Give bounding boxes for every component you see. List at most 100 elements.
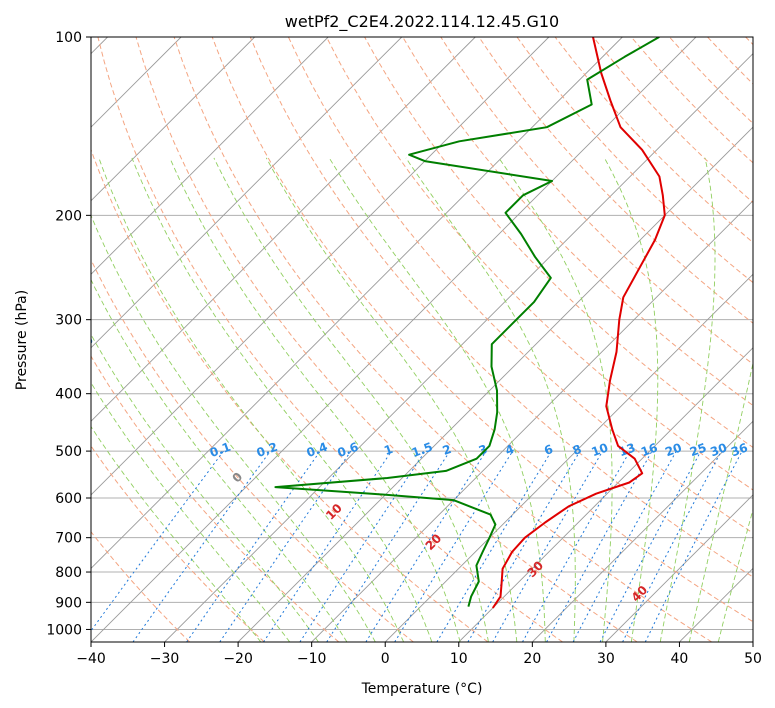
mixing-ratio-line: [132, 450, 271, 642]
isotherm-line: [91, 37, 403, 349]
mixing-ratio-label: 36: [729, 440, 749, 459]
mixing-ratio-line: [644, 450, 743, 642]
y-tick-label: 100: [55, 30, 82, 46]
moist-adiabat-line: [688, 361, 753, 642]
isotherm-line: [384, 273, 753, 642]
moist-adiabat-line: [98, 157, 405, 642]
y-tick-label: 500: [55, 444, 82, 460]
mixing-ratio-line: [299, 450, 426, 642]
isotherm-line: [752, 641, 753, 642]
y-tick-label: 900: [55, 595, 82, 611]
mixing-ratio-line: [91, 450, 224, 632]
mixing-ratio-line: [492, 450, 604, 642]
moist-adiabat-line: [213, 157, 489, 642]
mixing-ratio-line: [522, 450, 631, 642]
moist-adiabat-line: [169, 157, 461, 642]
temperature-profile-line: [491, 37, 666, 609]
moist-adiabat-line: [659, 157, 716, 642]
mixing-ratio-line: [546, 450, 653, 642]
dry-adiabat-line: [91, 258, 414, 642]
mixing-ratio-label: 1.5: [410, 440, 435, 460]
dewpoint-profile-line: [274, 37, 660, 607]
moist-adiabat-line: [265, 157, 518, 642]
plot-area: 0.10.20.40.611.52346810131620253036-100-…: [91, 37, 753, 642]
x-tick-label: 0: [381, 651, 390, 667]
dry-adiabat-label: 30: [524, 558, 546, 580]
dry-adiabat-line: [554, 37, 753, 244]
dry-adiabat-line: [326, 37, 753, 491]
mixing-ratio-line: [622, 450, 722, 642]
isotherm-line: [91, 37, 256, 202]
moist-adiabat-line: [91, 278, 348, 642]
mixing-ratio-label: 0.1: [208, 440, 233, 460]
y-tick-label: 700: [55, 531, 82, 547]
mixing-ratio-line: [394, 450, 514, 642]
isotherm-line: [531, 420, 753, 642]
dry-adiabat-line: [91, 531, 191, 642]
moist-adiabat-line: [498, 157, 613, 642]
mixing-ratio-label: 8: [571, 442, 584, 458]
isotherm-line: [605, 494, 753, 642]
moist-adiabat-line: [131, 157, 433, 642]
plot-frame: [90, 36, 754, 643]
x-axis-ticks: −40 −30 −20 −10 0 10 20 30 40 50: [76, 642, 762, 667]
mixing-ratio-line: [467, 450, 581, 642]
dry-adiabat-line: [669, 37, 753, 125]
y-tick-label: 600: [55, 491, 82, 507]
x-axis-label: Temperature (°C): [361, 681, 483, 697]
dry-adiabat-line: [91, 445, 265, 642]
moist-adiabat-line: [91, 333, 319, 642]
y-tick-label: 1000: [46, 622, 82, 638]
chart-title: wetPf2_C2E4.2022.114.12.45.G10: [285, 12, 559, 32]
moist-adiabat-line: [91, 425, 262, 642]
isotherm-line: [164, 52, 753, 642]
isotherm-line: [91, 37, 476, 422]
x-tick-label: −10: [297, 651, 327, 667]
dry-adiabat-line: [249, 37, 753, 578]
mixing-ratio-line: [365, 450, 487, 642]
mixing-ratio-label: 0.6: [335, 440, 360, 460]
mixing-ratio-label: 2: [441, 442, 454, 458]
mixing-ratio-line: [326, 450, 451, 642]
x-tick-label: 40: [671, 651, 689, 667]
mixing-ratio-line: [436, 450, 552, 642]
dry-adiabat-line: [135, 37, 638, 642]
isotherm-line: [91, 37, 623, 570]
mixing-ratio-label: 16: [639, 440, 659, 459]
dry-adiabat-line: [478, 37, 753, 324]
y-tick-label: 300: [55, 313, 82, 329]
dry-adiabat-line: [173, 37, 713, 642]
isotherm-line: [91, 37, 550, 496]
dry-adiabat-line: [91, 355, 340, 642]
mixing-ratio-label: 1: [382, 442, 395, 458]
isotherm-line: [237, 126, 753, 642]
dry-adiabat-line: [516, 37, 753, 284]
moist-adiabat-line: [91, 214, 376, 642]
x-tick-label: 50: [744, 651, 762, 667]
x-tick-label: 10: [450, 651, 468, 667]
moist-adiabat-line: [405, 157, 576, 642]
mixing-ratio-label: 25: [688, 440, 708, 459]
dry-adiabat-line: [402, 37, 753, 407]
isotherm-line: [91, 37, 329, 275]
dry-adiabat-line: [707, 37, 753, 85]
moist-adiabat-line: [604, 157, 659, 642]
moist-adiabat-line: [328, 157, 546, 642]
mixing-ratio-label: 6: [542, 442, 555, 458]
x-tick-label: −40: [76, 651, 106, 667]
x-tick-label: 20: [523, 651, 541, 667]
dry-adiabat-line: [745, 37, 753, 46]
mixing-ratio-label: 20: [663, 440, 683, 459]
dry-adiabat-line: [91, 148, 489, 642]
dry-adiabat-line: [211, 37, 753, 623]
mixing-ratio-label: 30: [708, 440, 728, 459]
y-axis-ticks: 100 200 300 400 500 600 700 800 900 1000: [46, 30, 91, 638]
mixing-ratio-line: [572, 450, 677, 642]
mixing-ratio-label: 10: [590, 440, 610, 459]
mixing-ratio-line: [599, 450, 702, 642]
x-tick-label: −30: [150, 651, 180, 667]
moist-adiabat-line: [91, 381, 291, 642]
moist-adiabat-line: [717, 507, 753, 642]
y-tick-label: 200: [55, 208, 82, 224]
